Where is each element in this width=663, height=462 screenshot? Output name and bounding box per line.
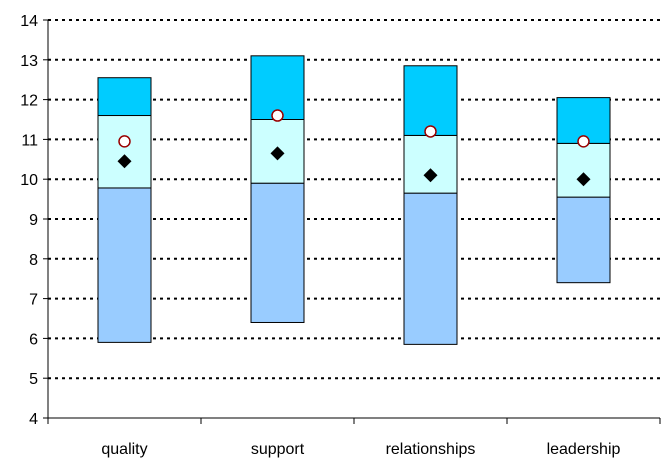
y-tick-label: 12: [20, 93, 38, 110]
y-tick-label: 6: [29, 331, 38, 348]
bar-segment: [403, 192, 458, 345]
bar-segment: [97, 115, 152, 189]
y-tick-label: 10: [20, 172, 38, 189]
y-tick-label: 9: [29, 212, 38, 229]
x-category-label: support: [251, 441, 305, 458]
bar-segment: [556, 142, 611, 198]
bar-segment: [97, 77, 152, 117]
circle-marker: [424, 125, 437, 138]
diamond-marker: [117, 154, 132, 169]
bar-segment: [403, 65, 458, 136]
y-tick-label: 11: [21, 132, 38, 149]
circle-marker: [118, 135, 131, 148]
axes: [43, 19, 661, 424]
bars: [97, 55, 611, 345]
y-tick-label: 4: [29, 411, 38, 428]
x-category-label: quality: [101, 441, 147, 458]
circle-marker: [271, 109, 284, 122]
y-tick-label: 13: [20, 53, 38, 70]
y-tick-label: 5: [29, 371, 38, 388]
circle-marker: [577, 135, 590, 148]
diamond-marker: [423, 168, 438, 183]
bar-segment: [250, 55, 305, 120]
x-category-label: leadership: [547, 441, 621, 458]
y-tick-label: 14: [20, 13, 38, 30]
bar-segment: [97, 187, 152, 343]
markers: [117, 109, 591, 187]
tick-labels: 4 5 6 7 8 9 10 11 12 13 14 quality support relationsh…: [20, 13, 620, 458]
bar-segment: [250, 182, 305, 323]
bar-segment: [556, 196, 611, 284]
x-category-label: relationships: [386, 441, 476, 458]
bar-segment: [403, 134, 458, 194]
diamond-marker: [270, 146, 285, 161]
y-tick-label: 7: [29, 292, 38, 309]
diamond-marker: [576, 172, 591, 187]
y-tick-label: 8: [29, 252, 38, 269]
